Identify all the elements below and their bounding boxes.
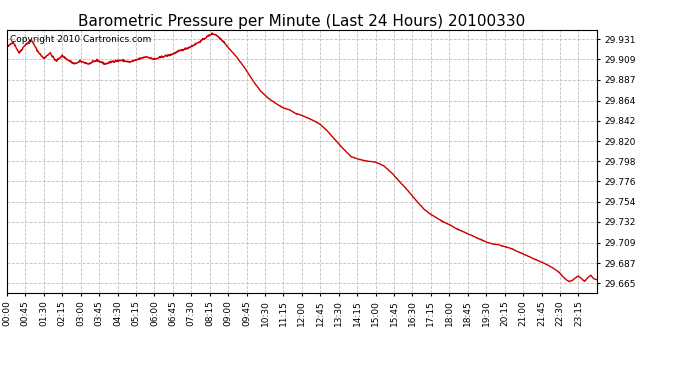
Title: Barometric Pressure per Minute (Last 24 Hours) 20100330: Barometric Pressure per Minute (Last 24 … [78, 14, 526, 29]
Text: Copyright 2010 Cartronics.com: Copyright 2010 Cartronics.com [10, 35, 151, 44]
